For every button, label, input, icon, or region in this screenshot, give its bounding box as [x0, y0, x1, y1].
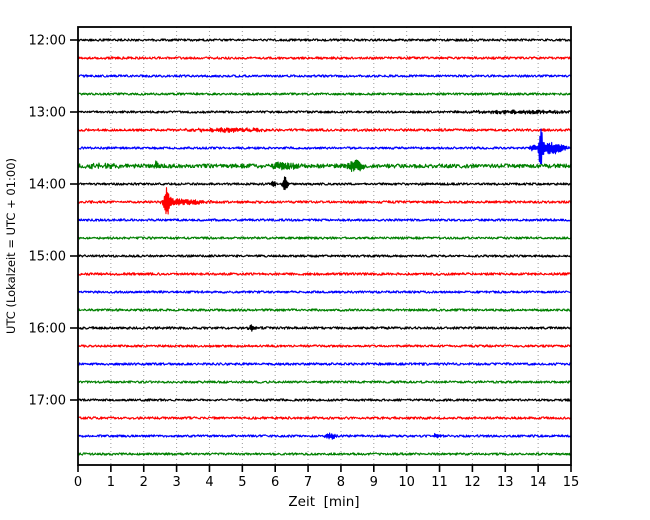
plot-border	[77, 26, 572, 466]
trace-1745	[77, 452, 572, 456]
trace-1645	[77, 380, 572, 384]
trace-1715	[77, 416, 572, 420]
trace-1615	[77, 344, 572, 348]
grid-layer	[110, 27, 539, 465]
x-tick-label: 14	[530, 475, 547, 490]
trace-1545	[77, 308, 572, 312]
x-tick-label: 9	[370, 475, 378, 490]
x-tick-label: 5	[238, 475, 246, 490]
trace-1245	[77, 92, 572, 96]
y-axis-label: UTC (Lokalzeit = UTC + 01:00)	[4, 158, 18, 334]
trace-1445	[77, 236, 572, 240]
x-tick-label: 10	[398, 475, 415, 490]
trace-1400	[77, 176, 572, 191]
y-tick-label: 12:00	[29, 34, 66, 49]
trace-1230	[77, 74, 572, 78]
trace-1300	[77, 109, 572, 115]
trace-1315	[77, 127, 572, 134]
trace-1430	[77, 218, 572, 222]
x-tick-label: 11	[431, 475, 448, 490]
y-tick-label: 13:00	[29, 106, 66, 121]
x-tick-label: 15	[563, 475, 580, 490]
y-tick-label: 14:00	[29, 178, 66, 193]
trace-1330	[77, 128, 572, 165]
y-tick-label: 17:00	[29, 394, 66, 409]
x-tick-label: 13	[497, 475, 514, 490]
trace-1600	[77, 324, 572, 332]
x-tick-label: 6	[271, 475, 279, 490]
trace-1345	[77, 159, 572, 173]
trace-1500	[77, 254, 572, 258]
trace-1530	[77, 290, 572, 294]
y-tick-label: 16:00	[29, 322, 66, 337]
x-tick-label: 1	[107, 475, 115, 490]
trace-1215	[77, 56, 572, 60]
x-tick-label: 8	[337, 475, 345, 490]
x-tick-label: 4	[205, 475, 213, 490]
x-tick-label: 12	[464, 475, 481, 490]
trace-1415	[77, 187, 572, 215]
axis-layer: 0 1 2 3 4 5 6 7 8 9 10 11 12 13 14 1512:0013:0014:0015:…	[29, 26, 580, 490]
x-tick-label: 2	[140, 475, 148, 490]
trace-1515	[77, 272, 572, 276]
trace-1200	[77, 38, 572, 42]
x-tick-label: 0	[74, 475, 82, 490]
trace-1700	[77, 398, 572, 402]
x-tick-label: 3	[172, 475, 180, 490]
trace-1630	[77, 362, 572, 366]
trace-layer	[77, 38, 572, 456]
y-tick-label: 15:00	[29, 250, 66, 265]
x-tick-label: 7	[304, 475, 312, 490]
trace-1730	[77, 432, 572, 440]
x-axis-label: Zeit [min]	[288, 494, 359, 510]
